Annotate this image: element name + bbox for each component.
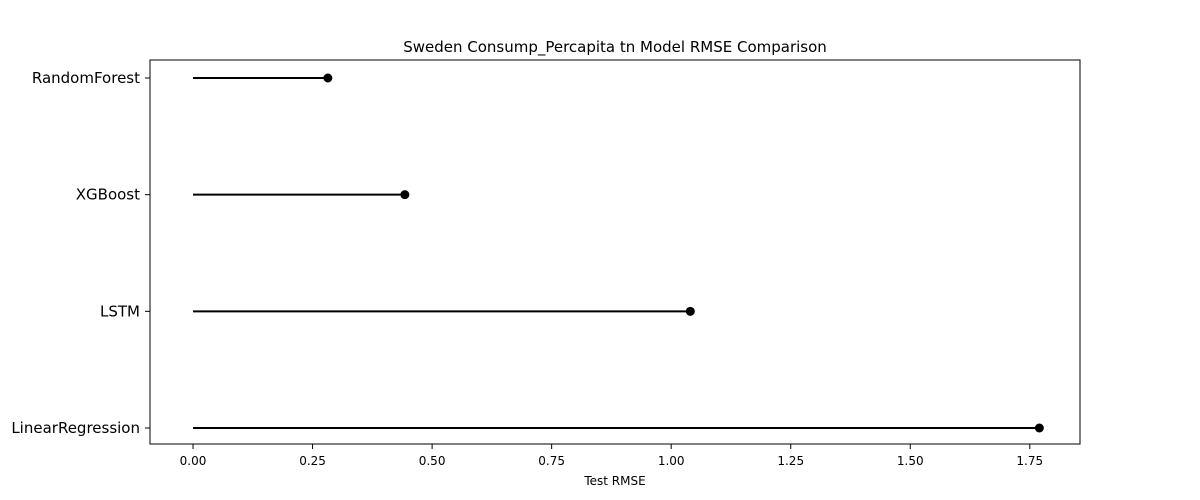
plot-area-frame	[149, 59, 1081, 445]
x-tick-label: 0.50	[419, 454, 446, 468]
x-tick-label: 1.25	[777, 454, 804, 468]
y-tick-label: XGBoost	[76, 186, 140, 204]
x-tick-label: 1.50	[897, 454, 924, 468]
lollipop-point	[400, 190, 410, 200]
x-axis: 0.00 0.25 0.50 0.75 1.00 1.25 1.50 1.75	[180, 444, 1043, 468]
y-tick-label: LSTM	[100, 302, 140, 320]
x-tick-label: 0.25	[299, 454, 326, 468]
x-axis-label: Test RMSE	[583, 474, 645, 488]
lollipop-point	[1034, 423, 1044, 433]
x-tick-label: 0.75	[538, 454, 565, 468]
x-tick-label: 1.00	[658, 454, 685, 468]
y-axis: RandomForest XGBoost LSTM LinearRegression	[11, 69, 150, 437]
lollipop-point	[323, 73, 333, 83]
x-tick-label: 1.75	[1016, 454, 1043, 468]
x-tick-label: 0.00	[180, 454, 207, 468]
chart-marks	[193, 73, 1044, 433]
chart-title: Sweden Consump_Percapita tn Model RMSE C…	[403, 38, 827, 57]
lollipop-point	[685, 306, 695, 316]
y-tick-label: LinearRegression	[11, 419, 140, 437]
y-tick-label: RandomForest	[32, 69, 140, 87]
